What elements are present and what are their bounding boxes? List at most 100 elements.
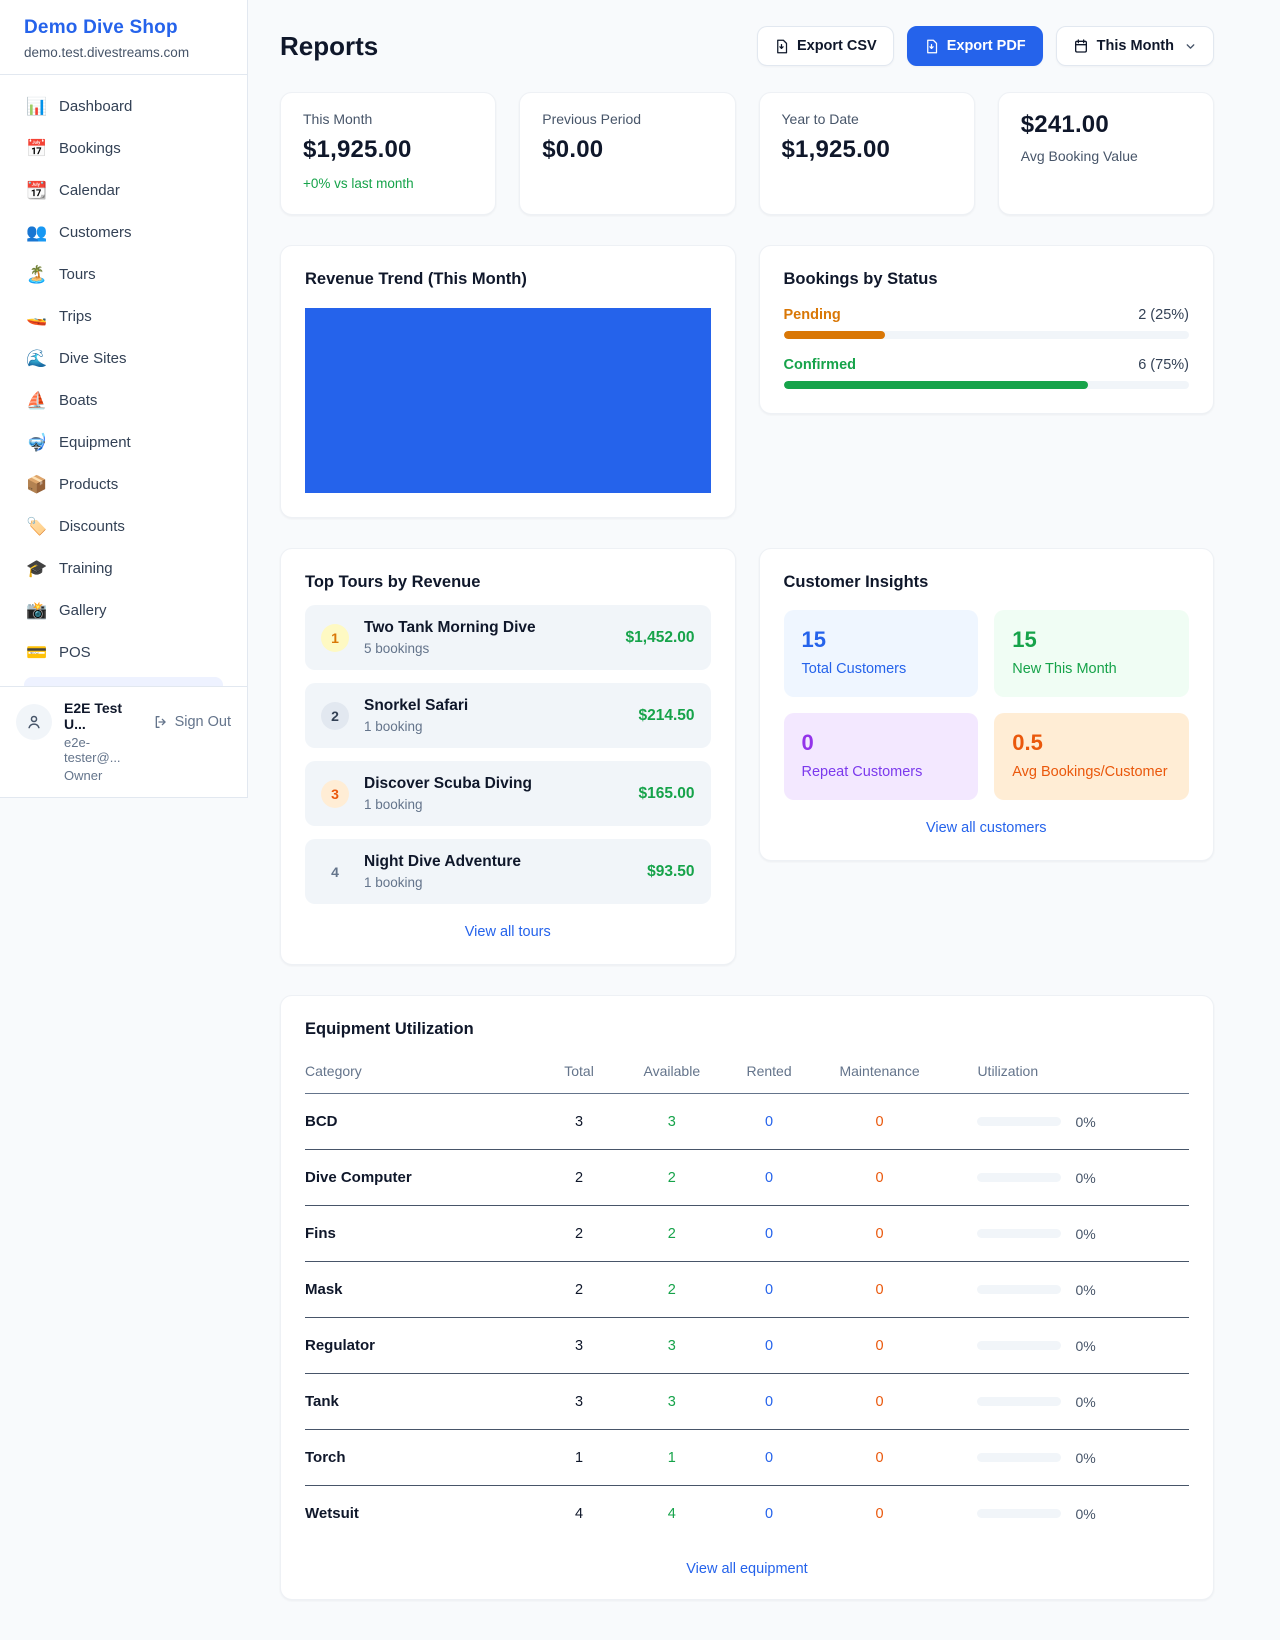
tour-row[interactable]: 4 Night Dive Adventure 1 booking $93.50 [305,839,711,904]
utilization-bar [977,1453,1062,1462]
utilization-bar [977,1341,1062,1350]
status-row-confirmed: Confirmed 6 (75%) [783,357,1189,389]
sidebar-item-dashboard[interactable]: 📊 Dashboard [26,97,133,116]
tile-new-this-month: 15 New This Month [994,610,1189,697]
tour-row[interactable]: 2 Snorkel Safari 1 booking $214.50 [305,683,711,748]
table-row: Torch 1 1 0 0 0% [305,1429,1189,1486]
sidebar-item-calendar[interactable]: 📆 Calendar [26,181,120,200]
diving-mask-icon: 🤿 [26,433,48,452]
table-row: BCD 3 3 0 0 0% [305,1093,1189,1150]
export-csv-button[interactable]: Export CSV [756,26,894,66]
sign-out-button[interactable]: Sign Out [153,714,231,730]
view-all-customers-link[interactable]: View all customers [925,820,1047,836]
sidebar-item-equipment[interactable]: 🤿 Equipment [26,433,131,452]
user-email: e2e-tester@... [64,735,121,765]
sidebar-item-trips[interactable]: 🚤 Trips [26,307,92,326]
credit-card-icon: 💳 [26,643,48,662]
revenue-trend-chart [305,308,711,493]
rank-badge: 4 [331,863,339,880]
utilization-bar [977,1509,1062,1518]
progress-track [783,381,1189,389]
sidebar-item-dive-sites[interactable]: 🌊 Dive Sites [26,349,127,368]
utilization-bar [977,1173,1062,1182]
sidebar-item-tours[interactable]: 🏝️ Tours [26,265,96,284]
stat-card-year-to-date: Year to Date $1,925.00 [758,92,975,215]
stats-row: This Month $1,925.00 +0% vs last month P… [280,92,1214,215]
col-rented: Rented [720,1053,818,1094]
tile-repeat-customers: 0 Repeat Customers [783,713,979,800]
equipment-table: Category Total Available Rented Maintena… [305,1053,1189,1541]
sidebar-item-customers[interactable]: 👥 Customers [26,223,132,242]
people-icon: 👥 [26,223,48,242]
bookings-by-status-title: Bookings by Status [783,270,938,288]
island-icon: 🏝️ [26,265,48,284]
equipment-utilization-card: Equipment Utilization Category Total Ava… [280,995,1214,1600]
wave-icon: 🌊 [26,349,48,368]
sidebar-item-bookings[interactable]: 📅 Bookings [26,139,121,158]
rank-badge: 1 [321,623,349,652]
user-meta: E2E Test U... e2e-tester@... Owner [64,700,141,783]
camera-icon: 📸 [26,601,48,620]
calendar-icon [1074,39,1087,53]
table-row: Wetsuit 4 4 0 0 0% [305,1505,1096,1522]
sidebar: Demo Dive Shop demo.test.divestreams.com… [0,0,248,798]
file-download-icon [926,39,937,53]
tour-row[interactable]: 1 Two Tank Morning Dive 5 bookings $1,45… [305,605,711,670]
sidebar-item-training[interactable]: 🎓 Training [26,559,113,578]
progress-fill-pending [783,331,885,339]
customer-insights-title: Customer Insights [783,573,929,591]
table-row: Regulator 3 3 0 0 0% [305,1317,1189,1374]
rank-badge: 2 [321,701,349,730]
sidebar-item-products[interactable]: 📦 Products [26,475,119,494]
utilization-bar [977,1117,1062,1126]
table-row: Dive Computer 2 2 0 0 0% [305,1149,1189,1206]
table-row: Mask 2 2 0 0 0% [305,1261,1189,1318]
charts-row: Revenue Trend (This Month) Bookings by S… [280,245,1214,518]
stat-card-previous-period: Previous Period $0.00 [519,92,736,215]
user-role: Owner [64,768,103,783]
tile-total-customers: 15 Total Customers [783,610,979,697]
sidebar-item-active-partial[interactable] [24,677,223,686]
stat-card-this-month: This Month $1,925.00 +0% vs last month [280,92,497,215]
sidebar-item-boats[interactable]: ⛵ Boats [26,391,98,410]
utilization-bar [977,1229,1062,1238]
calendar-icon: 📆 [26,181,48,200]
equipment-utilization-title: Equipment Utilization [305,1020,474,1038]
tag-icon: 🏷️ [26,517,48,536]
person-icon [28,715,40,729]
rank-badge: 3 [321,779,349,808]
sidebar-nav: 📊 Dashboard 📅 Bookings 📆 Calendar 👥 Cust… [0,75,247,686]
revenue-trend-title: Revenue Trend (This Month) [305,270,527,288]
insights-row: Top Tours by Revenue 1 Two Tank Morning … [280,548,1214,965]
user-panel: E2E Test U... e2e-tester@... Owner Sign … [0,686,247,797]
brand-block: Demo Dive Shop demo.test.divestreams.com [0,0,247,75]
progress-track [783,331,1189,339]
sidebar-item-gallery[interactable]: 📸 Gallery [26,601,107,620]
top-tours-card: Top Tours by Revenue 1 Two Tank Morning … [280,548,736,965]
utilization-bar [977,1285,1062,1294]
progress-fill-confirmed [783,381,1088,389]
speedboat-icon: 🚤 [26,307,48,326]
col-category: Category [305,1053,535,1094]
header-actions: Export CSV Export PDF This Month [756,26,1214,66]
package-icon: 📦 [26,475,48,494]
sidebar-item-discounts[interactable]: 🏷️ Discounts [26,517,125,536]
sidebar-item-pos[interactable]: 💳 POS [26,643,91,662]
col-utilization: Utilization [941,1053,1189,1094]
view-all-equipment-link[interactable]: View all equipment [686,1561,808,1577]
bookings-calendar-icon: 📅 [26,139,48,158]
top-tours-title: Top Tours by Revenue [305,573,481,591]
main-content: Reports Export CSV Export PDF This Month [248,0,1280,1640]
page-title: Reports [280,30,379,61]
export-pdf-button[interactable]: Export PDF [906,26,1043,66]
col-maintenance: Maintenance [817,1053,942,1094]
stat-delta: +0% vs last month [303,176,414,191]
insight-tiles: 15 Total Customers 15 New This Month 0 R… [783,610,1189,800]
period-dropdown[interactable]: This Month [1055,26,1214,66]
tour-row[interactable]: 3 Discover Scuba Diving 1 booking $165.0… [305,761,711,826]
user-name: E2E Test U... [64,700,123,732]
col-total: Total [534,1053,624,1094]
stat-card-avg-booking-value: $241.00 Avg Booking Value [997,92,1214,215]
view-all-tours-link[interactable]: View all tours [464,924,551,940]
shop-domain: demo.test.divestreams.com [24,45,190,60]
